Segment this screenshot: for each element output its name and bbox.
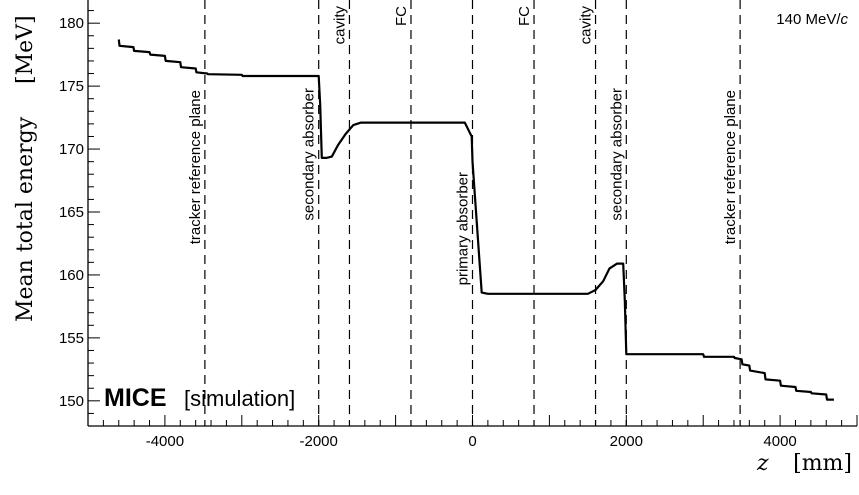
region-annotation: FC bbox=[393, 6, 410, 26]
y-tick-label: 155 bbox=[59, 330, 84, 347]
x-axis-unit: [mm] bbox=[793, 451, 852, 476]
x-tick-label: 0 bbox=[468, 433, 476, 450]
region-annotation: secondary absorber bbox=[608, 88, 625, 221]
y-tick-label: 160 bbox=[59, 267, 84, 284]
series-lines bbox=[117, 39, 834, 401]
y-tick-label: 180 bbox=[59, 15, 84, 32]
y-axis-title: Mean total energy bbox=[13, 116, 38, 322]
momentum-label-value: 140 MeV/ bbox=[776, 11, 841, 28]
momentum-label: 140 MeV/c bbox=[776, 11, 848, 28]
y-tick-label: 165 bbox=[59, 204, 84, 221]
experiment-sublabel: [simulation] bbox=[184, 386, 295, 411]
region-annotation: cavity bbox=[331, 6, 348, 45]
energy-series-line bbox=[117, 39, 834, 401]
vertical-marker-lines bbox=[204, 0, 741, 426]
region-annotation: tracker reference plane bbox=[722, 90, 739, 244]
region-annotation: tracker reference plane bbox=[187, 90, 204, 244]
region-annotation: primary absorber bbox=[455, 172, 472, 285]
x-tick-label: 2000 bbox=[610, 433, 643, 450]
y-tick-label: 150 bbox=[59, 393, 84, 410]
y-tick-label: 175 bbox=[59, 78, 84, 95]
momentum-label-c: c bbox=[841, 11, 849, 28]
region-annotation: cavity bbox=[578, 6, 595, 45]
x-tick-label: -2000 bbox=[300, 433, 338, 450]
region-annotations: tracker reference plane secondary absorbe… bbox=[187, 6, 739, 286]
x-tick-label: 4000 bbox=[763, 433, 796, 450]
experiment-label: MICE bbox=[104, 384, 167, 412]
region-annotation: FC bbox=[516, 6, 533, 26]
x-tick-label: -4000 bbox=[146, 433, 184, 450]
y-tick-label: 170 bbox=[59, 141, 84, 158]
x-axis-title: z bbox=[756, 451, 769, 476]
axis-ticks: -4000 -2000 0 2000 4000 150 155 160 165 170 175 180 bbox=[59, 10, 858, 450]
region-annotation: secondary absorber bbox=[301, 88, 318, 221]
y-axis-unit: [MeV] bbox=[13, 15, 38, 84]
